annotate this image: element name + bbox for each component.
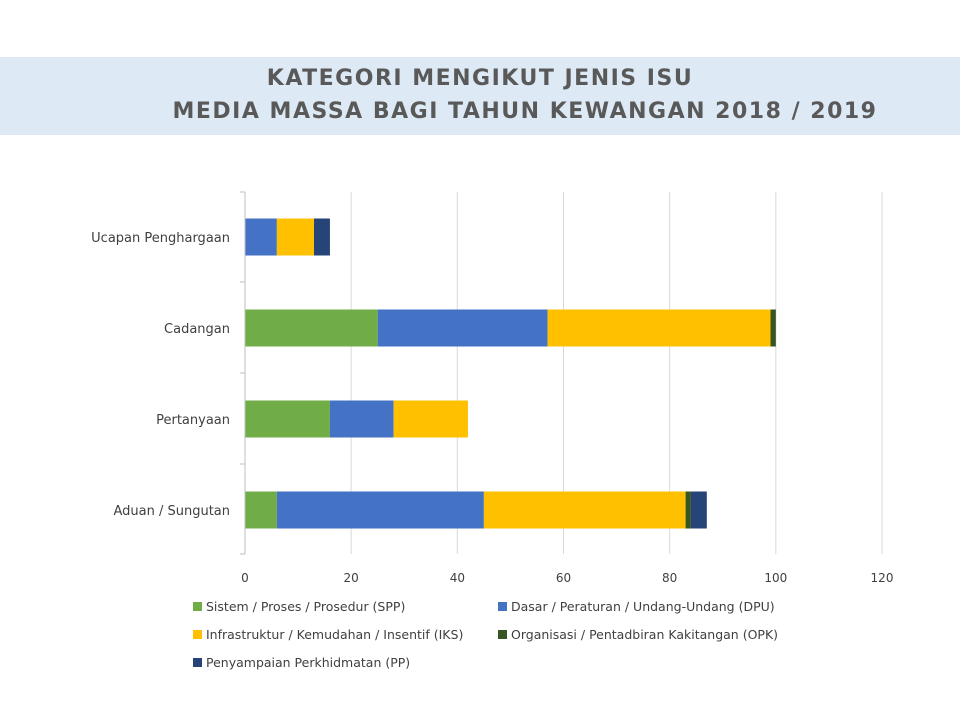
legend-label-1: Sistem / Proses / Prosedur (SPP) [206,599,405,614]
category-label: Ucapan Penghargaan [91,231,230,246]
bar-segment-4-cat-2 [770,309,776,347]
category-label: Cadangan [164,322,230,337]
category-label: Pertanyaan [156,413,230,428]
x-tick-label: 60 [556,571,571,585]
bar-segment-3-cat-1 [276,218,315,256]
x-tick-label: 120 [871,571,894,585]
legend-label-4: Organisasi / Pentadbiran Kakitangan (OPK… [511,627,778,642]
legend-label-3: Infrastruktur / Kemudahan / Insentif (IK… [206,627,463,642]
bar-segment-2-cat-1 [245,218,277,256]
legend-label-2: Dasar / Peraturan / Undang-Undang (DPU) [511,599,775,614]
category-label: Aduan / Sungutan [113,504,230,519]
legend-swatch-5 [193,658,202,667]
x-tick-label: 40 [450,571,465,585]
bar-segment-1-cat-2 [245,309,378,347]
bar-segment-3-cat-4 [483,491,686,529]
chart-title-line-2: MEDIA MASSA BAGI TAHUN KEWANGAN 2018 / 2… [172,99,878,124]
bar-segment-5-cat-4 [690,491,707,529]
bar-segment-3-cat-2 [547,309,771,347]
bar-segment-2-cat-3 [329,400,394,438]
bar-layer [245,218,776,529]
bar-segment-3-cat-3 [393,400,468,438]
bar-segment-4-cat-4 [685,491,691,529]
legend-swatch-2 [498,602,507,611]
x-tick-label: 0 [241,571,249,585]
x-tick-label: 20 [344,571,359,585]
legend-swatch-3 [193,630,202,639]
bar-segment-2-cat-2 [377,309,548,347]
legend-layer: Sistem / Proses / Prosedur (SPP) Dasar / … [193,599,778,670]
bar-segment-5-cat-1 [314,218,330,256]
legend-swatch-1 [193,602,202,611]
bar-segment-1-cat-4 [245,491,277,529]
bar-segment-1-cat-3 [245,400,330,438]
x-tick-label: 80 [662,571,677,585]
label-layer: Ucapan Penghargaan Cadangan Pertanyaan Adua… [91,231,893,585]
legend-swatch-4 [498,630,507,639]
legend-label-5: Penyampaian Perkhidmatan (PP) [206,655,410,670]
x-tick-label: 100 [764,571,787,585]
bar-segment-2-cat-4 [276,491,484,529]
axis-layer [240,191,246,555]
title-band [0,57,960,135]
chart-title-line-1: KATEGORI MENGIKUT JENIS ISU [266,66,694,91]
